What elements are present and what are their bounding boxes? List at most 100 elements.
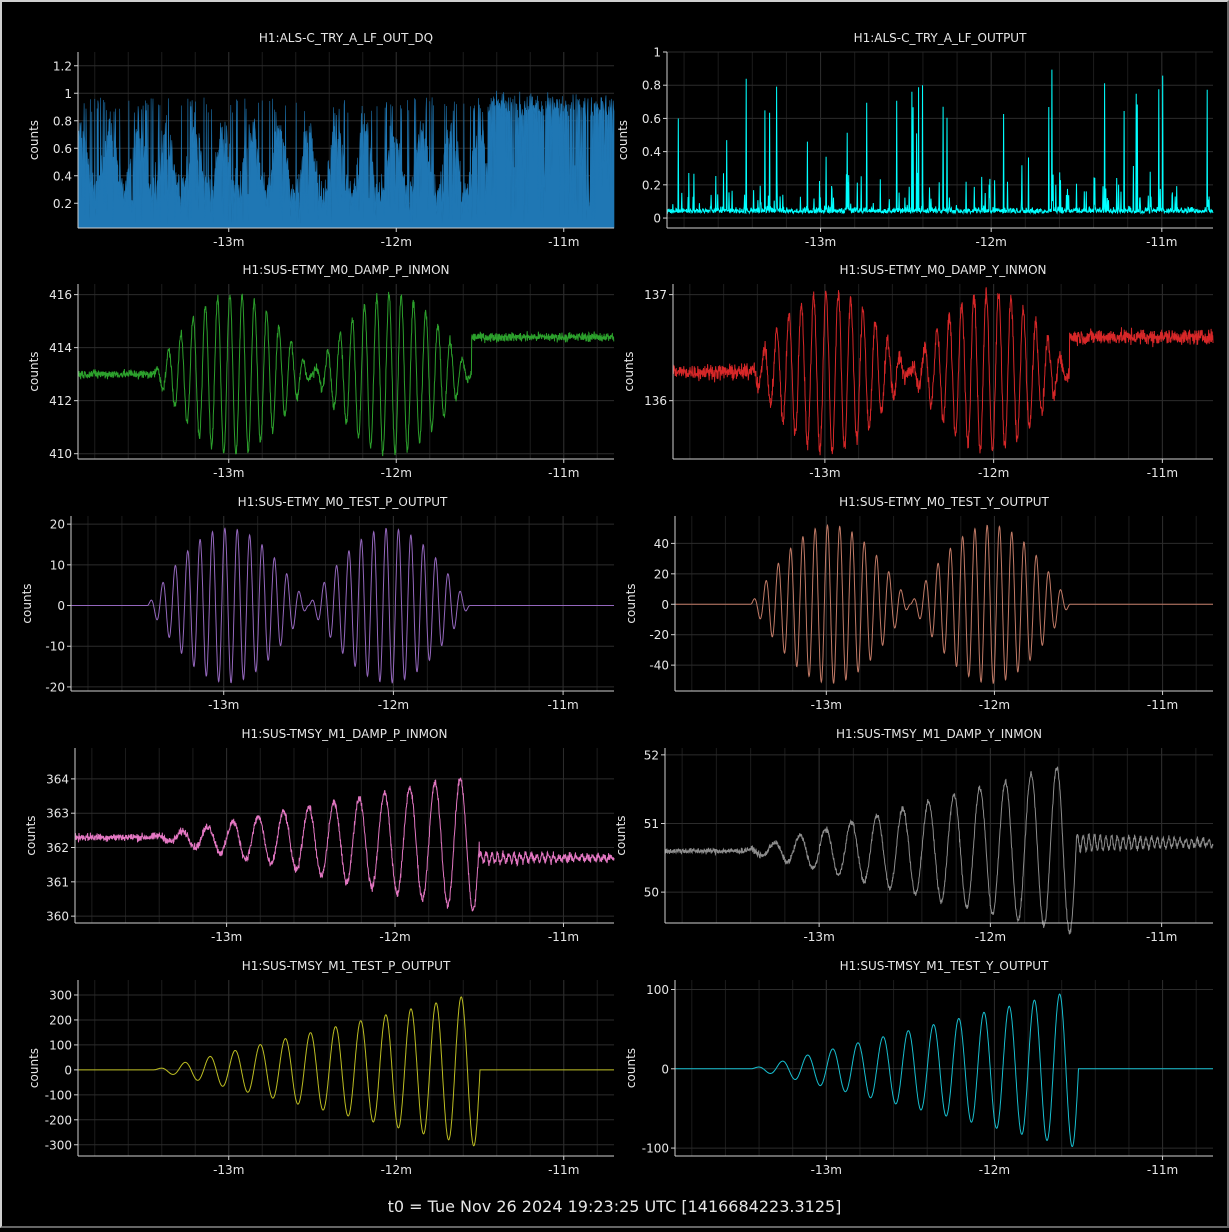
x-tick-label: -13m — [208, 698, 239, 712]
y-tick-label: -200 — [45, 1113, 72, 1127]
x-tick-label: -11m — [1146, 235, 1177, 249]
y-tick-label: -100 — [642, 1142, 669, 1156]
data-line — [78, 996, 614, 1147]
y-tick-label: 100 — [646, 983, 669, 997]
y-tick-label: 0.8 — [642, 79, 661, 93]
y-tick-label: 137 — [644, 288, 667, 302]
y-axis-label: counts — [27, 120, 41, 160]
y-tick-label: 362 — [46, 841, 69, 855]
y-tick-label: 0 — [57, 599, 65, 613]
y-tick-label: 364 — [46, 772, 69, 786]
x-tick-label: -11m — [1146, 930, 1177, 944]
x-tick-label: -13m — [809, 466, 840, 480]
x-tick-label: -11m — [1147, 1163, 1178, 1177]
y-tick-label: 1.2 — [53, 59, 72, 73]
chart-title: H1:ALS-C_TRY_A_LF_OUT_DQ — [259, 31, 433, 45]
x-tick-label: -11m — [548, 1163, 579, 1177]
y-axis-label: counts — [616, 120, 630, 160]
x-tick-label: -12m — [378, 698, 409, 712]
y-tick-label: 52 — [644, 748, 659, 762]
y-tick-label: -40 — [649, 659, 669, 673]
y-tick-label: 0.2 — [53, 197, 72, 211]
chart-title: H1:SUS-ETMY_M0_TEST_Y_OUTPUT — [839, 495, 1049, 509]
x-tick-label: -12m — [381, 1163, 412, 1177]
y-axis-label: counts — [20, 583, 34, 623]
data-line — [664, 766, 1214, 935]
y-tick-label: 100 — [49, 1038, 72, 1052]
y-tick-label: 0.4 — [53, 169, 72, 183]
y-tick-label: 200 — [49, 1013, 72, 1027]
x-tick-label: -13m — [811, 1163, 842, 1177]
y-tick-label: -10 — [45, 640, 65, 654]
y-tick-label: 0 — [653, 212, 661, 226]
y-tick-label: 1 — [653, 46, 661, 60]
y-tick-label: 0.8 — [53, 114, 72, 128]
x-tick-label: -13m — [803, 930, 834, 944]
x-tick-label: -12m — [979, 1163, 1010, 1177]
chart-title: H1:SUS-TMSY_M1_TEST_P_OUTPUT — [242, 959, 451, 973]
x-tick-label: -13m — [213, 1163, 244, 1177]
x-tick-label: -11m — [548, 930, 579, 944]
data-line — [672, 287, 1214, 456]
y-tick-label: 360 — [46, 910, 69, 924]
y-tick-label: 0.6 — [642, 112, 661, 126]
data-line — [77, 291, 615, 457]
y-tick-label: 40 — [654, 537, 669, 551]
x-tick-label: -12m — [381, 235, 412, 249]
x-tick-label: -11m — [548, 466, 579, 480]
y-axis-label: counts — [622, 351, 636, 391]
y-tick-label: -300 — [45, 1138, 72, 1152]
x-tick-label: -13m — [213, 235, 244, 249]
y-tick-label: 1 — [64, 87, 72, 101]
y-axis-label: counts — [27, 1048, 41, 1088]
y-tick-label: 20 — [654, 567, 669, 581]
x-tick-label: -13m — [811, 698, 842, 712]
x-tick-label: -11m — [548, 235, 579, 249]
x-tick-label: -12m — [978, 466, 1009, 480]
y-tick-label: 363 — [46, 807, 69, 821]
data-line — [675, 993, 1213, 1147]
y-tick-label: 136 — [644, 394, 667, 408]
chart-title: H1:ALS-C_TRY_A_LF_OUTPUT — [854, 31, 1028, 45]
y-tick-label: 0 — [64, 1063, 72, 1077]
time-origin-footer: t0 = Tue Nov 26 2024 19:23:25 UTC [14166… — [387, 1197, 842, 1216]
x-tick-label: -13m — [805, 235, 836, 249]
x-tick-label: -12m — [379, 930, 410, 944]
data-line — [675, 523, 1213, 685]
chart-title: H1:SUS-TMSY_M1_DAMP_P_INMON — [242, 727, 448, 741]
y-axis-label: counts — [624, 1048, 638, 1088]
y-axis-label: counts — [27, 351, 41, 391]
chart-title: H1:SUS-TMSY_M1_TEST_Y_OUTPUT — [840, 959, 1049, 973]
y-tick-label: 0.6 — [53, 142, 72, 156]
y-tick-label: -20 — [45, 680, 65, 694]
y-tick-label: 414 — [49, 341, 72, 355]
x-tick-label: -12m — [979, 698, 1010, 712]
y-tick-label: 0 — [661, 1062, 669, 1076]
y-tick-label: 0.4 — [642, 145, 661, 159]
y-tick-label: 416 — [49, 288, 72, 302]
data-area — [77, 90, 615, 229]
y-tick-label: 361 — [46, 875, 69, 889]
y-axis-label: counts — [614, 815, 628, 855]
y-tick-label: 51 — [644, 817, 659, 831]
x-tick-label: -11m — [547, 698, 578, 712]
x-tick-label: -13m — [213, 466, 244, 480]
data-line — [71, 527, 614, 684]
x-tick-label: -11m — [1147, 698, 1178, 712]
y-tick-label: -20 — [649, 628, 669, 642]
y-tick-label: 0.2 — [642, 178, 661, 192]
y-tick-label: 410 — [49, 447, 72, 461]
y-tick-label: -100 — [45, 1088, 72, 1102]
data-line — [74, 777, 615, 912]
y-tick-label: 0 — [661, 598, 669, 612]
